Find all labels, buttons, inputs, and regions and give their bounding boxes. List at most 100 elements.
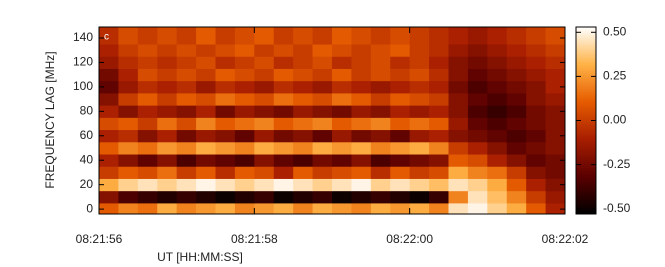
colorbar-step: [576, 166, 596, 169]
heatmap-cell: [351, 154, 372, 167]
colorbar-step: [576, 80, 596, 84]
heatmap-cell: [157, 141, 178, 155]
heatmap-cell: [332, 117, 352, 131]
heatmap-cell: [293, 154, 313, 167]
heatmap-cell: [176, 44, 197, 57]
heatmap-cell: [273, 129, 294, 143]
heatmap-cell: [273, 141, 294, 155]
heatmap-cell: [254, 27, 275, 45]
heatmap-cell: [99, 178, 119, 192]
x-tick-label: 08:21:58: [231, 232, 278, 246]
x-axis-label: UT [HH:MM:SS]: [157, 250, 243, 264]
heatmap-cell: [545, 203, 566, 215]
heatmap-cell: [118, 190, 139, 204]
heatmap-cell: [273, 68, 294, 82]
heatmap-cell: [370, 141, 391, 155]
heatmap-cell: [137, 141, 158, 155]
heatmap-cell: [526, 203, 546, 215]
heatmap-cell: [370, 154, 391, 167]
heatmap-cell: [176, 141, 197, 155]
heatmap-cell: [157, 44, 178, 57]
heatmap-cell: [409, 27, 430, 45]
heatmap-cell: [448, 203, 469, 215]
colorbar-step: [576, 86, 596, 90]
colorbar-step: [576, 116, 596, 120]
heatmap-cell: [506, 44, 527, 57]
heatmap-cell: [137, 203, 158, 215]
heatmap-cell: [506, 93, 527, 106]
heatmap-cell: [176, 27, 197, 45]
heatmap-cell: [487, 68, 508, 82]
heatmap-cell: [273, 178, 294, 192]
heatmap-cell: [273, 203, 294, 215]
heatmap-cell: [157, 203, 178, 215]
heatmap-cell: [545, 117, 566, 131]
colorbar-step: [576, 128, 596, 131]
heatmap-cell: [312, 56, 333, 69]
colorbar-step: [576, 152, 596, 155]
colorbar-step: [576, 140, 596, 143]
heatmap-cell: [409, 93, 430, 106]
heatmap-cell: [351, 93, 372, 106]
heatmap-cell: [332, 154, 352, 167]
heatmap: [99, 27, 566, 215]
colorbar-step: [576, 164, 596, 167]
colorbar-step: [576, 42, 596, 46]
heatmap-cell: [487, 93, 508, 106]
heatmap-cell: [157, 27, 178, 45]
heatmap-cell: [409, 154, 430, 167]
heatmap-cell: [99, 80, 119, 94]
heatmap-cell: [176, 68, 197, 82]
heatmap-cell: [390, 117, 411, 131]
heatmap-cell: [351, 44, 372, 57]
y-tick-label: 100: [73, 79, 93, 93]
colorbar-step: [576, 126, 596, 129]
colorbar-step: [576, 134, 596, 137]
heatmap-cell: [390, 56, 411, 69]
heatmap-cell: [448, 93, 469, 106]
heatmap-cell: [390, 105, 411, 118]
heatmap-cell: [351, 68, 372, 82]
heatmap-cell: [254, 166, 275, 179]
heatmap-cell: [409, 141, 430, 155]
heatmap-cell: [526, 166, 546, 179]
heatmap-cell: [467, 27, 488, 45]
colorbar-step: [576, 206, 596, 209]
heatmap-cell: [332, 80, 352, 94]
heatmap-cell: [234, 80, 255, 94]
heatmap-cell: [390, 129, 411, 143]
colorbar-step: [576, 200, 596, 203]
heatmap-cell: [273, 93, 294, 106]
heatmap-cell: [448, 105, 469, 118]
heatmap-cell: [137, 27, 158, 45]
colorbar-step: [576, 190, 596, 193]
colorbar-step: [576, 176, 596, 179]
heatmap-cell: [137, 56, 158, 69]
heatmap-cell: [234, 27, 255, 45]
heatmap-cell: [293, 44, 313, 57]
heatmap-cell: [99, 203, 119, 215]
heatmap-cell: [487, 27, 508, 45]
heatmap-cell: [196, 93, 216, 106]
colorbar-step: [576, 36, 596, 40]
heatmap-cell: [118, 44, 139, 57]
heatmap-cell: [99, 190, 119, 204]
heatmap-cell: [390, 141, 411, 155]
heatmap-cell: [448, 178, 469, 192]
heatmap-cell: [196, 190, 216, 204]
colorbar-step: [576, 208, 596, 211]
heatmap-cell: [137, 80, 158, 94]
heatmap-cell: [506, 80, 527, 94]
heatmap-cell: [429, 141, 449, 155]
heatmap-cell: [429, 27, 449, 45]
colorbar-step: [576, 120, 596, 123]
heatmap-cell: [157, 129, 178, 143]
heatmap-cell: [332, 190, 352, 204]
heatmap-cell: [526, 56, 546, 69]
colorbar-step: [576, 102, 596, 106]
colorbar-step: [576, 160, 596, 163]
colorbar-step: [576, 100, 596, 104]
heatmap-cell: [273, 27, 294, 45]
colorbar-step: [576, 154, 596, 157]
heatmap-cell: [118, 27, 139, 45]
